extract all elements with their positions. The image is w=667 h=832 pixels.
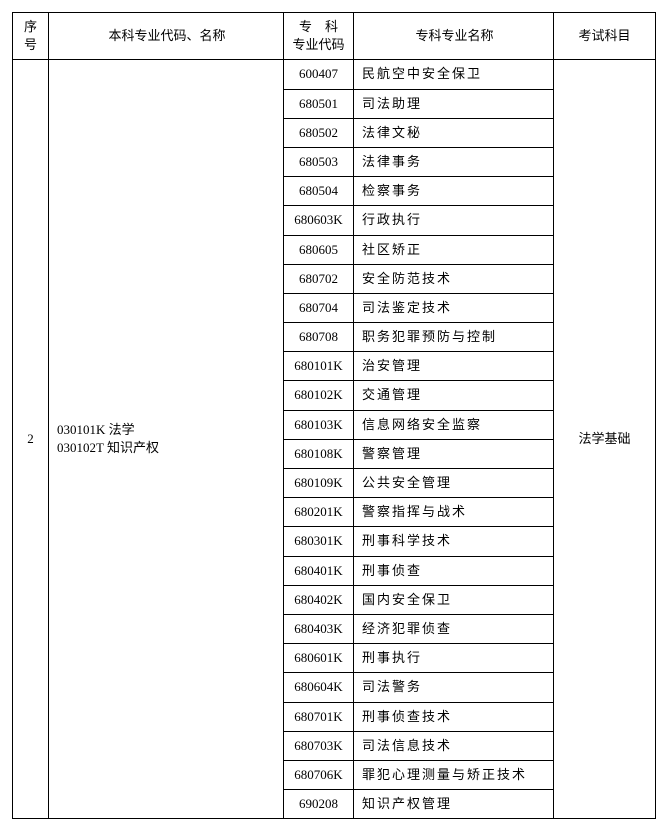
specialty-code: 680403K	[284, 614, 354, 643]
specialty-name: 刑事侦查技术	[354, 702, 554, 731]
specialty-name: 职务犯罪预防与控制	[354, 323, 554, 352]
specialty-name: 交通管理	[354, 381, 554, 410]
specialty-code: 680702	[284, 264, 354, 293]
major-table: 序号 本科专业代码、名称 专 科 专业代码 专科专业名称 考试科目 203010…	[12, 12, 656, 819]
specialty-code: 680109K	[284, 469, 354, 498]
major-line1: 030101K 法学	[57, 422, 135, 437]
specialty-code: 680703K	[284, 731, 354, 760]
specialty-code: 680503	[284, 147, 354, 176]
specialty-name: 公共安全管理	[354, 469, 554, 498]
specialty-name: 司法助理	[354, 89, 554, 118]
group-major: 030101K 法学 030102T 知识产权	[49, 60, 284, 819]
header-scode-line2: 专业代码	[292, 37, 344, 52]
specialty-name: 知识产权管理	[354, 790, 554, 819]
specialty-name: 治安管理	[354, 352, 554, 381]
specialty-name: 检察事务	[354, 177, 554, 206]
specialty-name: 国内安全保卫	[354, 585, 554, 614]
specialty-name: 警察管理	[354, 439, 554, 468]
specialty-code: 680701K	[284, 702, 354, 731]
specialty-code: 680301K	[284, 527, 354, 556]
specialty-name: 行政执行	[354, 206, 554, 235]
specialty-code: 680706K	[284, 760, 354, 789]
specialty-code: 680102K	[284, 381, 354, 410]
specialty-name: 警察指挥与战术	[354, 498, 554, 527]
specialty-code: 680402K	[284, 585, 354, 614]
specialty-name: 司法警务	[354, 673, 554, 702]
specialty-name: 安全防范技术	[354, 264, 554, 293]
specialty-code: 680708	[284, 323, 354, 352]
specialty-code: 680601K	[284, 644, 354, 673]
specialty-name: 信息网络安全监察	[354, 410, 554, 439]
major-line2: 030102T 知识产权	[57, 440, 159, 455]
specialty-code: 680103K	[284, 410, 354, 439]
table-header-row: 序号 本科专业代码、名称 专 科 专业代码 专科专业名称 考试科目	[13, 13, 656, 60]
specialty-code: 680108K	[284, 439, 354, 468]
specialty-code: 600407	[284, 60, 354, 89]
specialty-name: 经济犯罪侦查	[354, 614, 554, 643]
group-exam: 法学基础	[554, 60, 656, 819]
header-index: 序号	[13, 13, 49, 60]
header-major: 本科专业代码、名称	[49, 13, 284, 60]
specialty-code: 680502	[284, 118, 354, 147]
specialty-code: 680504	[284, 177, 354, 206]
specialty-name: 法律文秘	[354, 118, 554, 147]
specialty-name: 刑事侦查	[354, 556, 554, 585]
specialty-code: 690208	[284, 790, 354, 819]
specialty-name: 刑事科学技术	[354, 527, 554, 556]
specialty-name: 法律事务	[354, 147, 554, 176]
table-row: 2030101K 法学030102T 知识产权600407民航空中安全保卫法学基…	[13, 60, 656, 89]
specialty-code: 680603K	[284, 206, 354, 235]
specialty-code: 680401K	[284, 556, 354, 585]
specialty-code: 680704	[284, 293, 354, 322]
header-scode: 专 科 专业代码	[284, 13, 354, 60]
specialty-name: 司法信息技术	[354, 731, 554, 760]
specialty-code: 680201K	[284, 498, 354, 527]
specialty-code: 680101K	[284, 352, 354, 381]
header-scode-line1: 专 科	[299, 19, 338, 34]
specialty-code: 680604K	[284, 673, 354, 702]
specialty-name: 罪犯心理测量与矫正技术	[354, 760, 554, 789]
group-index: 2	[13, 60, 49, 819]
specialty-name: 刑事执行	[354, 644, 554, 673]
specialty-code: 680605	[284, 235, 354, 264]
table-body: 2 030101K 法学 030102T 知识产权 600407民航空中安全保卫法学基…	[13, 60, 656, 819]
specialty-code: 680501	[284, 89, 354, 118]
specialty-name: 社区矫正	[354, 235, 554, 264]
header-exam: 考试科目	[554, 13, 656, 60]
header-sname: 专科专业名称	[354, 13, 554, 60]
specialty-name: 民航空中安全保卫	[354, 60, 554, 89]
specialty-name: 司法鉴定技术	[354, 293, 554, 322]
